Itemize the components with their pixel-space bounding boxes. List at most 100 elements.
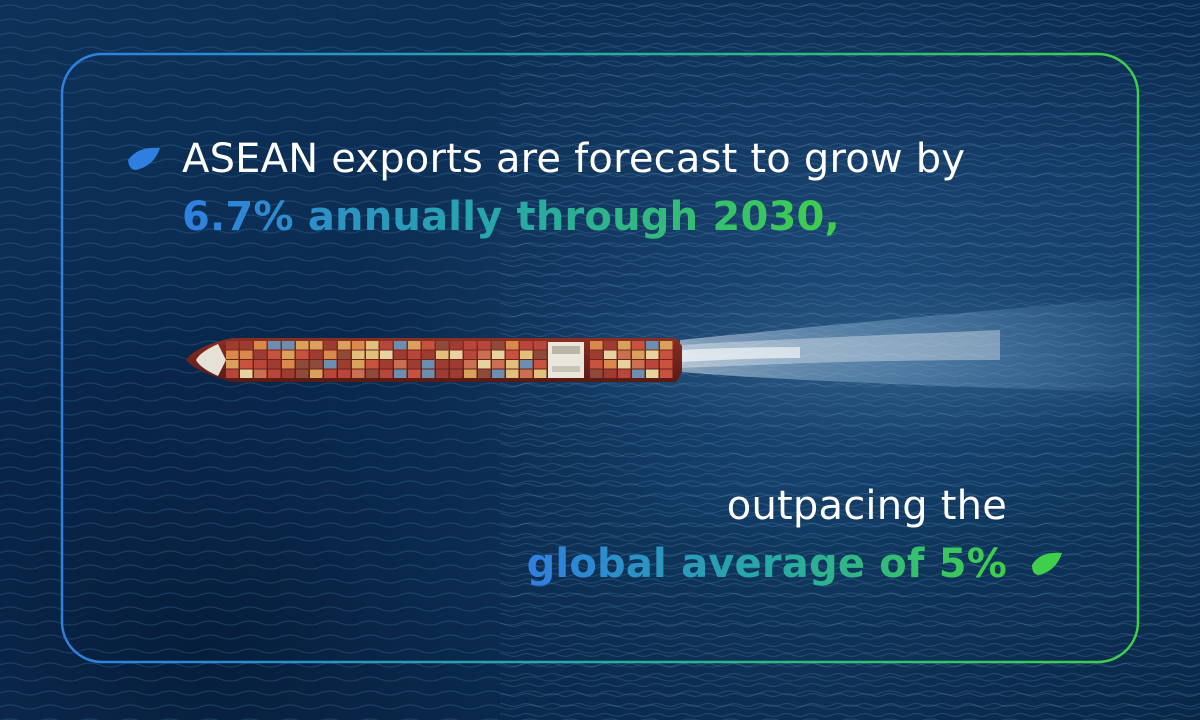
shipping-container (520, 369, 533, 378)
shipping-container (240, 341, 253, 350)
shipping-container (604, 341, 617, 350)
shipping-container (338, 369, 351, 378)
shipping-container (338, 350, 351, 359)
shipping-container (282, 360, 295, 369)
shipping-container (506, 341, 519, 350)
shipping-container (422, 369, 435, 378)
headline-line-4: global average of 5% (526, 541, 1007, 587)
shipping-container (226, 350, 239, 359)
shipping-container (310, 350, 323, 359)
shipping-container (478, 369, 491, 378)
shipping-container (282, 341, 295, 350)
shipping-container (478, 350, 491, 359)
shipping-container (450, 360, 463, 369)
shipping-container (520, 341, 533, 350)
shipping-container (618, 350, 631, 359)
shipping-container (338, 360, 351, 369)
shipping-container (324, 341, 337, 350)
shipping-container (394, 350, 407, 359)
shipping-container (268, 350, 281, 359)
shipping-container (254, 360, 267, 369)
shipping-container (268, 341, 281, 350)
shipping-container (632, 341, 645, 350)
shipping-container (632, 350, 645, 359)
shipping-container (520, 350, 533, 359)
shipping-container (506, 369, 519, 378)
shipping-container (394, 369, 407, 378)
shipping-container (478, 341, 491, 350)
shipping-container (352, 350, 365, 359)
shipping-container (366, 360, 379, 369)
shipping-container (590, 360, 603, 369)
shipping-container (268, 369, 281, 378)
shipping-container (254, 341, 267, 350)
shipping-container (590, 341, 603, 350)
shipping-container (492, 341, 505, 350)
shipping-container (436, 369, 449, 378)
shipping-container (296, 350, 309, 359)
shipping-container (240, 360, 253, 369)
headline-line-3: outpacing the (726, 483, 1007, 529)
shipping-container (310, 369, 323, 378)
shipping-container (324, 369, 337, 378)
shipping-container (660, 350, 673, 359)
shipping-container (506, 360, 519, 369)
shipping-container (450, 341, 463, 350)
shipping-container (492, 369, 505, 378)
shipping-container (422, 350, 435, 359)
shipping-container (310, 341, 323, 350)
shipping-container (408, 341, 421, 350)
shipping-container (478, 360, 491, 369)
shipping-container (660, 341, 673, 350)
shipping-container (534, 360, 547, 369)
shipping-container (380, 369, 393, 378)
shipping-container (254, 369, 267, 378)
shipping-container (520, 360, 533, 369)
shipping-container (618, 360, 631, 369)
shipping-container (366, 369, 379, 378)
shipping-container (366, 350, 379, 359)
shipping-container (310, 360, 323, 369)
shipping-container (394, 360, 407, 369)
shipping-container (296, 369, 309, 378)
shipping-container (604, 360, 617, 369)
shipping-container (590, 369, 603, 378)
shipping-container (534, 369, 547, 378)
shipping-container (646, 369, 659, 378)
shipping-container (464, 341, 477, 350)
shipping-container (408, 360, 421, 369)
shipping-container (408, 369, 421, 378)
shipping-container (464, 369, 477, 378)
shipping-container (534, 350, 547, 359)
shipping-container (324, 350, 337, 359)
shipping-container (660, 369, 673, 378)
shipping-container (380, 360, 393, 369)
shipping-container (240, 350, 253, 359)
shipping-container (352, 369, 365, 378)
shipping-container (646, 341, 659, 350)
shipping-container (464, 350, 477, 359)
shipping-container (506, 350, 519, 359)
shipping-container (632, 369, 645, 378)
shipping-container (226, 360, 239, 369)
shipping-container (366, 341, 379, 350)
shipping-container (254, 350, 267, 359)
shipping-container (646, 350, 659, 359)
headline-line-1: ASEAN exports are forecast to grow by (182, 136, 966, 182)
shipping-container (590, 350, 603, 359)
shipping-container (422, 360, 435, 369)
shipping-container (604, 369, 617, 378)
shipping-container (296, 360, 309, 369)
shipping-container (436, 360, 449, 369)
shipping-container (226, 369, 239, 378)
shipping-container (282, 350, 295, 359)
shipping-container (450, 350, 463, 359)
shipping-container (380, 350, 393, 359)
shipping-container (618, 369, 631, 378)
shipping-container (408, 350, 421, 359)
shipping-container (492, 360, 505, 369)
shipping-container (464, 360, 477, 369)
shipping-container (660, 360, 673, 369)
shipping-container (492, 350, 505, 359)
